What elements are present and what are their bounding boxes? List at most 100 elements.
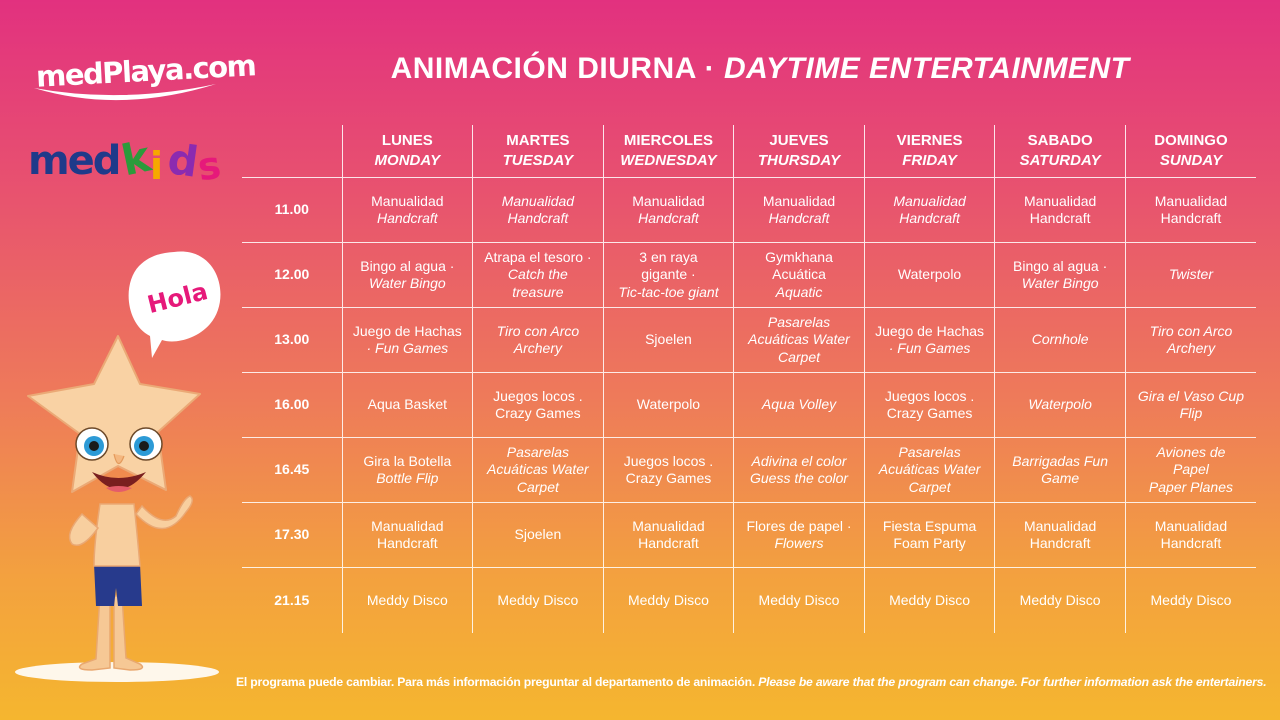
activity-text: Manualidad [632, 192, 705, 209]
activity-text: Aviones de [1156, 443, 1226, 460]
activity-text: Meddy Disco [627, 591, 709, 608]
time-slot: 16.00 [242, 372, 343, 438]
activity-cell: Fiesta Espuma Foam Party [863, 502, 995, 568]
activity-cell: Pasarelas Acuáticas Water Carpet [733, 307, 865, 373]
day-name-en: SATURDAY [1019, 152, 1101, 169]
activity-text: Juegos locos . [493, 387, 583, 404]
time-slot: 12.00 [242, 242, 343, 308]
activity-text: Manualidad [762, 192, 836, 209]
activity-text: Game [1041, 470, 1080, 486]
activity-text: Catch the [507, 266, 568, 283]
time-slot: 13.00 [242, 307, 343, 373]
activity-text: Bottle Flip [376, 470, 439, 486]
day-header-saturday: SABADO SATURDAY [994, 125, 1126, 178]
activity-text: Juegos locos . [623, 452, 714, 469]
day-name-en: TUESDAY [502, 152, 574, 169]
activity-text: · Fun Games [888, 340, 971, 356]
title-en: DAYTIME ENTERTAINMENT [723, 52, 1130, 85]
activity-cell: Juegos locos . Crazy Games [602, 437, 734, 503]
schedule-row: 13.00 Juego de Hachas · Fun Games Tiro con … [242, 307, 1256, 373]
schedule-row: 11.00 Manualidad Handcraft Manualidad Handcr… [242, 177, 1256, 243]
day-header-wednesday: MIERCOLES WEDNESDAY [602, 125, 734, 178]
activity-text: Guess the color [749, 470, 849, 486]
activity-text: Barrigadas Fun [1012, 452, 1108, 469]
schedule-row: 16.00 Aqua Basket Juegos locos . Crazy Game… [242, 372, 1256, 438]
schedule-header-row: LUNES MONDAY MARTES TUESDAY MIERCOLES WEDNESD… [242, 125, 1256, 178]
logo-swoosh-icon [34, 84, 216, 101]
activity-text: Acuática [772, 266, 826, 283]
activity-text: Archery [513, 340, 562, 356]
schedule-row: 21.15 Meddy Disco Meddy Disco Meddy Disco Me… [242, 567, 1256, 633]
activity-cell: Manualidad Handcraft [994, 502, 1126, 568]
page-title: ANIMACIÓN DIURNA · DAYTIME ENTERTAINMENT [240, 52, 1280, 86]
activity-text: Aqua Volley [761, 396, 837, 413]
activity-cell: Gymkhana Acuática Aquatic [733, 242, 865, 308]
activity-text: Sjoelen [645, 331, 692, 348]
activity-cell: Bingo al agua · Water Bingo [341, 242, 473, 308]
activity-text: Juego de Hachas [875, 322, 985, 339]
time-column-header [242, 125, 342, 178]
activity-text: Fiesta Espuma [882, 517, 977, 534]
time-slot: 17.30 [242, 502, 343, 568]
activity-text: Gymkhana [765, 248, 833, 265]
activity-cell: Sjoelen [472, 502, 604, 568]
activity-cell: Meddy Disco [733, 567, 865, 633]
activity-text: Adivina el color [751, 452, 847, 469]
medkids-logo: med k i d s [28, 131, 224, 190]
day-header-thursday: JUEVES THURSDAY [733, 125, 865, 178]
time-slot: 21.15 [242, 567, 343, 633]
activity-cell: Flores de papel · Flowers [733, 502, 865, 568]
day-name-es: SABADO [1027, 132, 1093, 149]
activity-cell: Aviones de Papel Paper Planes [1124, 437, 1256, 503]
activity-text: Handcraft [638, 535, 699, 551]
activity-text: Paper Planes [1148, 478, 1233, 495]
activity-cell: Twister [1124, 242, 1256, 308]
activity-text: Handcraft [1160, 210, 1222, 226]
day-name-es: MARTES [506, 132, 570, 149]
activity-text: Meddy Disco [889, 591, 971, 608]
activity-cell: Meddy Disco [994, 567, 1126, 633]
activity-text: Pasarelas [506, 443, 570, 460]
footer-note-es: El programa puede cambiar. Para más info… [236, 675, 756, 689]
activity-text: gigante · [641, 266, 696, 283]
day-header-tuesday: MARTES TUESDAY [472, 125, 604, 178]
activity-text: Archery [1166, 340, 1216, 356]
activity-cell: Meddy Disco [1124, 567, 1256, 633]
activity-cell: Manualidad Handcraft [1124, 502, 1256, 568]
activity-cell: Pasarelas Acuáticas Water Carpet [863, 437, 995, 503]
activity-text: Aqua Basket [367, 396, 448, 413]
activity-text: treasure [512, 283, 564, 300]
activity-text: Manualidad [1154, 192, 1228, 209]
activity-cell: Gira la Botella Bottle Flip [341, 437, 473, 503]
activity-text: Handcraft [638, 210, 699, 226]
activity-text: Gira el Vaso Cup [1137, 387, 1244, 404]
activity-text: Manualidad [371, 517, 444, 534]
title-es: ANIMACIÓN DIURNA · [390, 52, 716, 85]
activity-cell: 3 en raya gigante · Tic-tac-toe giant [602, 242, 734, 308]
schedule-row: 16.45 Gira la Botella Bottle Flip Pasarelas… [242, 437, 1256, 503]
activity-text: Crazy Games [886, 405, 973, 421]
activity-text: Handcraft [1160, 535, 1222, 551]
activity-text: Pasarelas [767, 313, 831, 330]
footer-note-en: Please be aware that the program can cha… [758, 675, 1267, 689]
activity-text: Atrapa el tesoro · [484, 248, 592, 265]
activity-text: Cornhole [1031, 331, 1089, 348]
schedule-row: 17.30 Manualidad Handcraft Sjoelen Manualida… [242, 502, 1256, 568]
activity-cell: Meddy Disco [341, 567, 473, 633]
activity-text: Crazy Games [625, 470, 712, 486]
activity-text: Flores de papel · [746, 517, 852, 534]
activity-text: Juegos locos . [884, 387, 975, 404]
schedule-row: 12.00 Bingo al agua · Water Bingo Atrapa el… [242, 242, 1256, 308]
activity-text: Acuáticas Water [487, 461, 589, 478]
activity-text: Meddy Disco [366, 591, 448, 608]
day-name-en: MONDAY [374, 152, 441, 169]
day-header-monday: LUNES MONDAY [341, 125, 473, 178]
activity-cell: Meddy Disco [472, 567, 604, 633]
activity-cell: Waterpolo [994, 372, 1126, 438]
activity-cell: Aqua Volley [733, 372, 865, 438]
activity-text: Gira la Botella [363, 452, 452, 469]
activity-text: Manualidad [1023, 192, 1097, 209]
activity-text: Acuáticas Water [748, 331, 850, 348]
activity-text: Bingo al agua · [360, 257, 455, 274]
activity-cell: Waterpolo [602, 372, 734, 438]
